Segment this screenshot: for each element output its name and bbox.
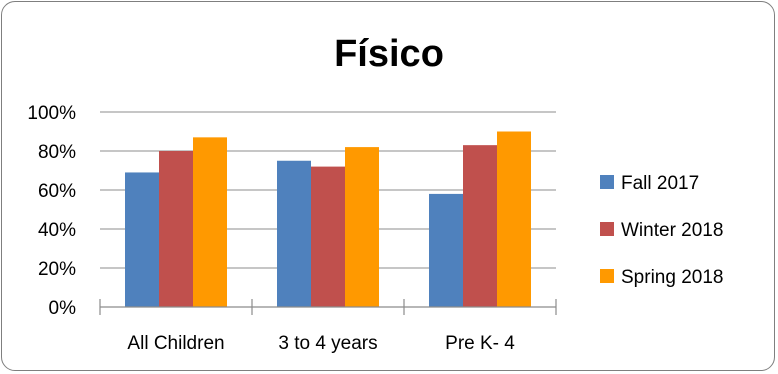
- y-axis-ticks: 0% 20% 40% 60% 80% 100%: [27, 103, 76, 319]
- bar: [497, 131, 531, 307]
- y-tick-label: 60%: [38, 181, 76, 202]
- bar: [345, 147, 379, 307]
- bar: [193, 137, 227, 307]
- bar: [125, 172, 159, 307]
- bar: [277, 160, 311, 307]
- y-tick-label: 40%: [38, 220, 76, 241]
- legend-label: Fall 2017: [621, 173, 699, 194]
- x-axis: All Children 3 to 4 years Pre K- 4: [99, 299, 557, 354]
- x-tick-label: 3 to 4 years: [278, 333, 377, 354]
- x-tick-label: All Children: [127, 333, 224, 354]
- legend-swatch: [600, 175, 614, 189]
- y-tick-label: 0%: [49, 298, 77, 319]
- x-tick-label: Pre K- 4: [445, 333, 515, 354]
- bars: [125, 131, 531, 307]
- y-tick-label: 80%: [38, 142, 76, 163]
- legend-swatch: [600, 222, 614, 236]
- chart-title: Físico: [334, 33, 444, 75]
- bar: [463, 145, 497, 307]
- bar: [429, 193, 463, 307]
- legend-swatch: [600, 269, 614, 283]
- bar: [311, 166, 345, 307]
- legend-label: Winter 2018: [621, 220, 723, 241]
- y-tick-label: 20%: [38, 259, 76, 280]
- y-tick-label: 100%: [27, 103, 76, 124]
- legend: Fall 2017 Winter 2018 Spring 2018: [600, 173, 723, 288]
- bar: [159, 151, 193, 307]
- legend-label: Spring 2018: [621, 267, 723, 288]
